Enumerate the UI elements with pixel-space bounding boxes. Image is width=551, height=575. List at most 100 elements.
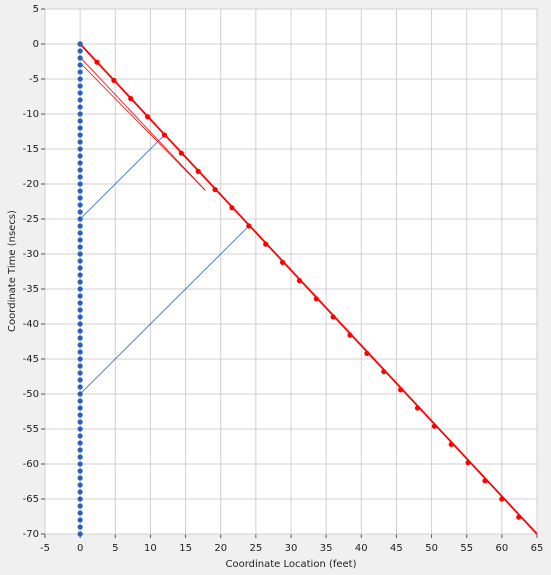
data-point (77, 307, 83, 313)
data-point (77, 349, 83, 355)
data-point (77, 97, 83, 103)
y-tick-label: -25 (23, 214, 39, 225)
data-point (77, 118, 83, 124)
data-point (499, 496, 505, 502)
y-tick-label: -45 (23, 354, 39, 365)
data-point (77, 41, 83, 47)
data-point (77, 237, 83, 243)
data-point (77, 104, 83, 110)
data-point (77, 419, 83, 425)
x-tick-label: 65 (531, 543, 544, 554)
y-tick-label: -20 (23, 179, 39, 190)
data-point (145, 114, 151, 120)
data-point (77, 447, 83, 453)
data-point (77, 398, 83, 404)
data-point (347, 332, 353, 338)
data-point (229, 205, 235, 211)
data-point (77, 90, 83, 96)
x-tick-label: 25 (249, 543, 262, 554)
y-tick-label: -65 (23, 494, 39, 505)
data-point (398, 387, 404, 393)
data-line (79, 62, 206, 191)
x-tick-label: 15 (179, 543, 192, 554)
x-tick-label: 30 (285, 543, 298, 554)
y-tick-label: -30 (23, 249, 39, 260)
data-point (414, 405, 421, 411)
x-tick-label: 20 (214, 543, 227, 554)
data-line (79, 43, 538, 535)
data-point (77, 426, 83, 432)
data-point (77, 405, 83, 411)
data-point (77, 111, 83, 117)
data-point (516, 514, 522, 520)
data-point (77, 370, 83, 376)
data-point (77, 195, 83, 201)
x-tick-label: 35 (320, 543, 333, 554)
y-tick-label: 5 (33, 4, 39, 15)
data-point (77, 188, 83, 194)
data-point (77, 496, 83, 502)
data-point (77, 321, 83, 327)
data-point (212, 187, 218, 193)
data-line (79, 225, 250, 395)
data-point (77, 230, 83, 236)
data-point (77, 461, 83, 467)
data-point (161, 132, 168, 138)
data-point (381, 369, 387, 375)
data-point (77, 258, 83, 264)
y-tick-label: -55 (23, 424, 39, 435)
x-axis-label: Coordinate Location (feet) (225, 559, 356, 570)
data-line (79, 134, 165, 220)
data-point (77, 223, 83, 229)
data-point (77, 475, 83, 481)
data-point (77, 531, 83, 537)
data-point (364, 350, 370, 356)
data-point (77, 335, 83, 341)
data-point (77, 300, 83, 306)
y-tick-label: -50 (23, 389, 39, 400)
x-tick-label: 10 (144, 543, 157, 554)
data-point (77, 468, 83, 474)
y-tick-label: -60 (23, 459, 39, 470)
x-tick-label: 0 (77, 543, 83, 554)
data-point (77, 293, 83, 299)
data-point (77, 377, 83, 383)
data-point (77, 412, 83, 418)
data-point (77, 391, 83, 397)
data-point (77, 524, 83, 530)
data-point (77, 146, 83, 152)
data-point (448, 441, 454, 447)
data-point (77, 517, 83, 523)
data-point (128, 96, 134, 102)
y-tick-label: -5 (29, 74, 39, 85)
data-point (263, 241, 269, 247)
data-point (77, 356, 83, 362)
data-point (77, 279, 83, 285)
data-point (313, 296, 319, 302)
data-point (77, 363, 83, 369)
data-point (77, 384, 83, 390)
y-tick-label: -70 (23, 529, 39, 540)
data-point (77, 433, 83, 439)
data-point (77, 342, 83, 348)
data-point (296, 278, 303, 284)
x-tick-label: 45 (390, 543, 403, 554)
y-axis-label: Coordinate Time (nsecs) (7, 210, 18, 332)
data-point (77, 132, 83, 138)
data-point (77, 48, 83, 54)
data-line (79, 57, 206, 191)
x-tick-label: 5 (112, 543, 118, 554)
data-point (279, 259, 286, 265)
data-point (482, 478, 488, 484)
data-point (178, 150, 184, 156)
y-tick-label: -15 (23, 144, 39, 155)
data-point (77, 503, 83, 509)
data-point (77, 328, 83, 334)
data-point (246, 223, 252, 229)
x-tick-label: -5 (40, 543, 50, 554)
data-point (77, 181, 83, 187)
data-point (431, 423, 437, 429)
y-tick-label: -40 (23, 319, 39, 330)
x-tick-label: 55 (460, 543, 473, 554)
